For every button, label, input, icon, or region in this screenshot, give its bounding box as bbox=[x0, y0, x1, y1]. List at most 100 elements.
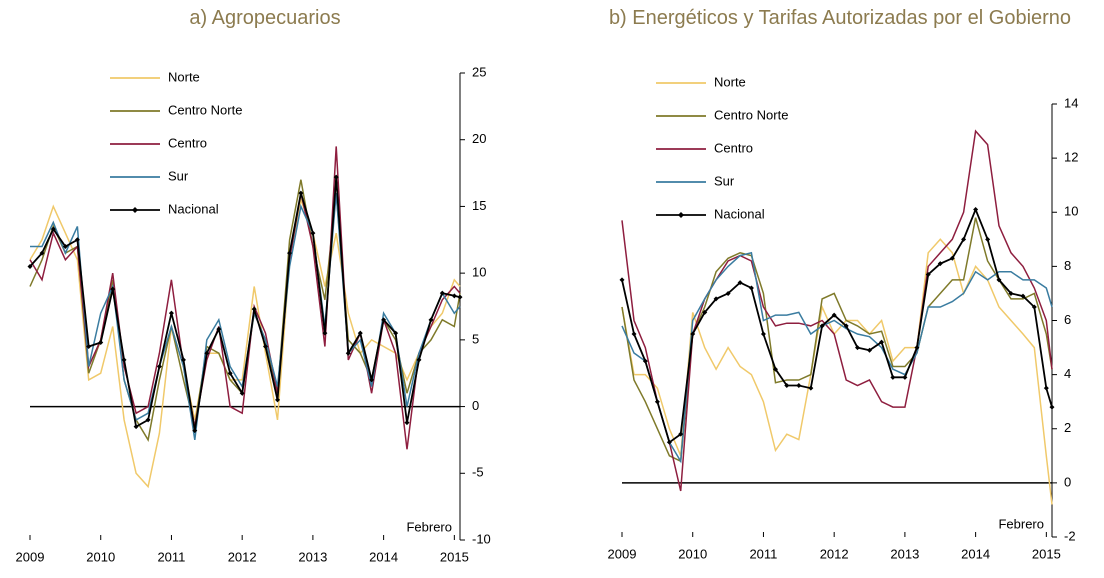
marker bbox=[110, 286, 116, 292]
marker bbox=[748, 285, 754, 291]
marker bbox=[298, 190, 304, 196]
series-line bbox=[30, 193, 461, 441]
marker bbox=[808, 385, 814, 391]
marker bbox=[914, 345, 920, 351]
marker bbox=[784, 382, 790, 388]
marker bbox=[216, 326, 222, 332]
marker bbox=[457, 294, 463, 300]
x-tick-label: 2010 bbox=[678, 546, 707, 561]
y-tick-label: 10 bbox=[1064, 204, 1078, 219]
marker bbox=[50, 226, 56, 232]
annotation: Febrero bbox=[998, 516, 1044, 531]
marker bbox=[393, 330, 399, 336]
legend-label: Norte bbox=[168, 69, 200, 84]
y-tick-label: -2 bbox=[1064, 528, 1076, 543]
marker bbox=[1043, 385, 1049, 391]
y-tick-label: 6 bbox=[1064, 312, 1071, 327]
marker bbox=[760, 331, 766, 337]
marker bbox=[996, 277, 1002, 283]
marker bbox=[796, 382, 802, 388]
marker bbox=[333, 174, 339, 180]
marker bbox=[156, 364, 162, 370]
legend-label: Centro bbox=[168, 135, 207, 150]
series-line bbox=[621, 129, 1053, 492]
marker bbox=[451, 293, 457, 299]
marker bbox=[678, 431, 684, 437]
marker bbox=[404, 420, 410, 426]
marker bbox=[145, 417, 151, 423]
marker bbox=[973, 207, 979, 213]
legend-label: Sur bbox=[168, 168, 189, 183]
x-tick-label: 2011 bbox=[157, 549, 185, 564]
marker bbox=[287, 250, 293, 256]
y-tick-label: 12 bbox=[1064, 150, 1078, 165]
marker bbox=[985, 236, 991, 242]
marker bbox=[855, 345, 861, 351]
y-tick-label: -10 bbox=[472, 531, 491, 546]
marker bbox=[937, 261, 943, 267]
series-line bbox=[29, 179, 461, 442]
y-tick-label: 0 bbox=[1064, 474, 1071, 489]
marker bbox=[902, 374, 908, 380]
y-tick-label: 15 bbox=[472, 198, 486, 213]
marker bbox=[949, 255, 955, 261]
marker bbox=[204, 350, 210, 356]
marker bbox=[1008, 290, 1014, 296]
marker bbox=[702, 309, 708, 315]
marker bbox=[713, 296, 719, 302]
marker bbox=[98, 340, 104, 346]
marker bbox=[1020, 293, 1026, 299]
marker bbox=[867, 347, 873, 353]
x-tick-label: 2012 bbox=[820, 546, 849, 561]
marker bbox=[133, 424, 139, 430]
legend-label: Sur bbox=[714, 173, 735, 188]
marker bbox=[772, 366, 778, 372]
marker bbox=[690, 331, 696, 337]
marker bbox=[1031, 304, 1037, 310]
marker bbox=[227, 370, 233, 376]
marker bbox=[369, 377, 375, 383]
y-tick-label: 0 bbox=[472, 398, 479, 413]
marker bbox=[961, 236, 967, 242]
marker bbox=[619, 277, 625, 283]
marker bbox=[819, 323, 825, 329]
chart-title: a) Agropecuarios bbox=[189, 7, 341, 29]
x-tick-label: 2012 bbox=[228, 549, 257, 564]
legend-marker bbox=[678, 212, 684, 218]
marker bbox=[631, 331, 637, 337]
marker bbox=[381, 317, 387, 323]
marker bbox=[27, 263, 33, 269]
y-tick-label: 10 bbox=[472, 265, 486, 280]
legend-label: Centro bbox=[714, 140, 753, 155]
x-tick-label: 2015 bbox=[440, 549, 469, 564]
legend-label: Centro Norte bbox=[714, 107, 788, 122]
marker bbox=[263, 344, 269, 350]
marker bbox=[416, 357, 422, 363]
series-line bbox=[29, 177, 461, 431]
marker bbox=[251, 306, 257, 312]
marker bbox=[192, 428, 198, 434]
marker bbox=[275, 397, 281, 403]
marker bbox=[831, 312, 837, 318]
marker bbox=[654, 399, 660, 405]
x-tick-label: 2009 bbox=[608, 546, 637, 561]
marker bbox=[890, 374, 896, 380]
marker bbox=[310, 230, 316, 236]
legend-label: Centro Norte bbox=[168, 102, 242, 117]
marker bbox=[725, 290, 731, 296]
y-tick-label: 14 bbox=[1064, 95, 1078, 110]
marker bbox=[843, 323, 849, 329]
marker bbox=[737, 280, 743, 286]
x-tick-label: 2013 bbox=[298, 549, 327, 564]
x-tick-label: 2010 bbox=[86, 549, 115, 564]
x-tick-label: 2009 bbox=[16, 549, 45, 564]
x-tick-label: 2015 bbox=[1032, 546, 1061, 561]
marker bbox=[86, 344, 92, 350]
marker bbox=[74, 237, 80, 243]
marker bbox=[1049, 404, 1055, 410]
marker bbox=[180, 357, 186, 363]
marker bbox=[39, 250, 45, 256]
marker bbox=[428, 317, 434, 323]
